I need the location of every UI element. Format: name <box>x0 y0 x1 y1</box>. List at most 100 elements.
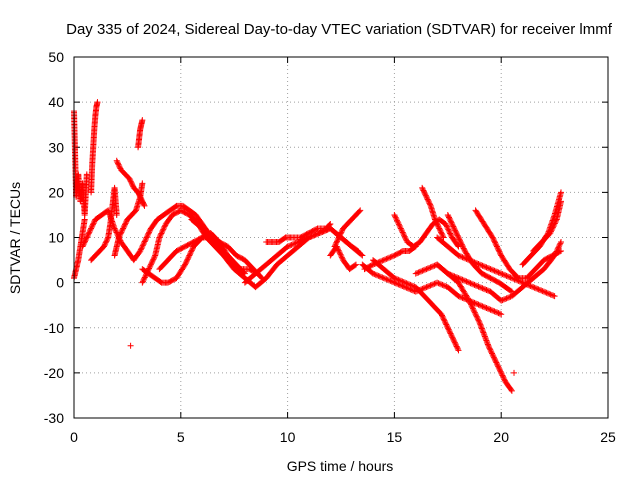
data-point <box>508 387 515 394</box>
data-point <box>511 369 518 376</box>
data-point <box>123 219 130 226</box>
data-point <box>468 258 475 265</box>
data-point <box>159 227 166 234</box>
y-axis-label: SDTVAR / TECUs <box>7 182 23 294</box>
data-point <box>399 228 406 235</box>
data-point <box>556 241 563 248</box>
data-point <box>494 244 501 251</box>
data-point <box>442 320 449 327</box>
data-point <box>445 213 452 220</box>
data-point <box>449 335 456 342</box>
data-point <box>528 283 535 290</box>
data-point <box>160 226 167 233</box>
data-point <box>427 201 434 208</box>
data-point <box>157 233 164 240</box>
data-point <box>446 229 453 236</box>
data-point <box>418 268 425 275</box>
data-point <box>423 266 430 273</box>
data-point <box>482 286 489 293</box>
data-point <box>448 272 455 279</box>
data-point <box>507 287 514 294</box>
data-point <box>501 376 508 383</box>
data-point <box>456 293 463 300</box>
x-tick-label: 20 <box>493 429 509 445</box>
data-point <box>435 222 442 229</box>
data-point <box>422 266 429 273</box>
data-point <box>401 233 408 240</box>
data-point <box>494 309 501 316</box>
data-point <box>358 251 365 258</box>
data-point <box>493 360 500 367</box>
data-point <box>492 240 499 247</box>
data-point <box>459 254 466 261</box>
data-point <box>352 261 359 268</box>
data-point <box>458 241 465 248</box>
data-point <box>498 270 505 277</box>
data-point <box>507 274 514 281</box>
data-point <box>468 280 475 287</box>
data-point <box>296 238 303 245</box>
data-point <box>139 278 146 285</box>
data-point <box>146 229 153 236</box>
data-point <box>412 270 419 277</box>
data-point <box>547 228 554 235</box>
data-point <box>392 275 399 282</box>
data-point <box>88 224 95 231</box>
data-point <box>297 237 304 244</box>
data-point <box>483 286 490 293</box>
data-point <box>118 229 125 236</box>
data-point <box>393 215 400 222</box>
data-point <box>471 309 478 316</box>
data-point <box>116 164 123 171</box>
x-tick-label: 25 <box>600 429 616 445</box>
data-point <box>121 222 128 229</box>
data-point <box>492 358 499 365</box>
data-point <box>480 263 487 270</box>
data-point <box>467 300 474 307</box>
data-point <box>388 253 395 260</box>
data-point <box>403 280 410 287</box>
data-point <box>531 284 538 291</box>
data-point <box>426 283 433 290</box>
data-point <box>382 256 389 263</box>
data-point <box>81 238 88 245</box>
y-tick-label: 30 <box>48 139 64 155</box>
data-point <box>497 251 504 258</box>
data-point <box>448 331 455 338</box>
data-point <box>447 231 454 238</box>
data-point <box>295 239 302 246</box>
data-point <box>466 297 473 304</box>
data-point <box>422 192 429 199</box>
data-point <box>439 281 446 288</box>
y-tick-label: 40 <box>48 94 64 110</box>
data-point <box>456 253 463 260</box>
data-point <box>425 199 432 206</box>
data-point <box>452 273 459 280</box>
data-point <box>122 220 129 227</box>
data-point <box>455 235 462 242</box>
data-point <box>336 250 343 257</box>
data-point <box>354 247 361 254</box>
data-point <box>144 233 151 240</box>
data-point <box>319 228 326 235</box>
data-point <box>316 229 323 236</box>
data-point <box>313 231 320 238</box>
data-point <box>375 272 382 279</box>
data-point <box>478 262 485 269</box>
data-point <box>508 386 515 393</box>
data-point <box>472 310 479 317</box>
data-point <box>338 253 345 260</box>
data-point <box>147 261 154 268</box>
data-point <box>438 311 445 318</box>
data-point <box>497 368 504 375</box>
data-point <box>141 275 148 282</box>
data-point <box>382 275 389 282</box>
data-point <box>287 242 294 249</box>
data-point <box>139 279 146 286</box>
data-point <box>482 263 489 270</box>
data-point <box>431 216 438 223</box>
data-point <box>495 364 502 371</box>
data-point <box>490 353 497 360</box>
series-track-22 <box>419 184 447 241</box>
data-point <box>161 223 168 230</box>
